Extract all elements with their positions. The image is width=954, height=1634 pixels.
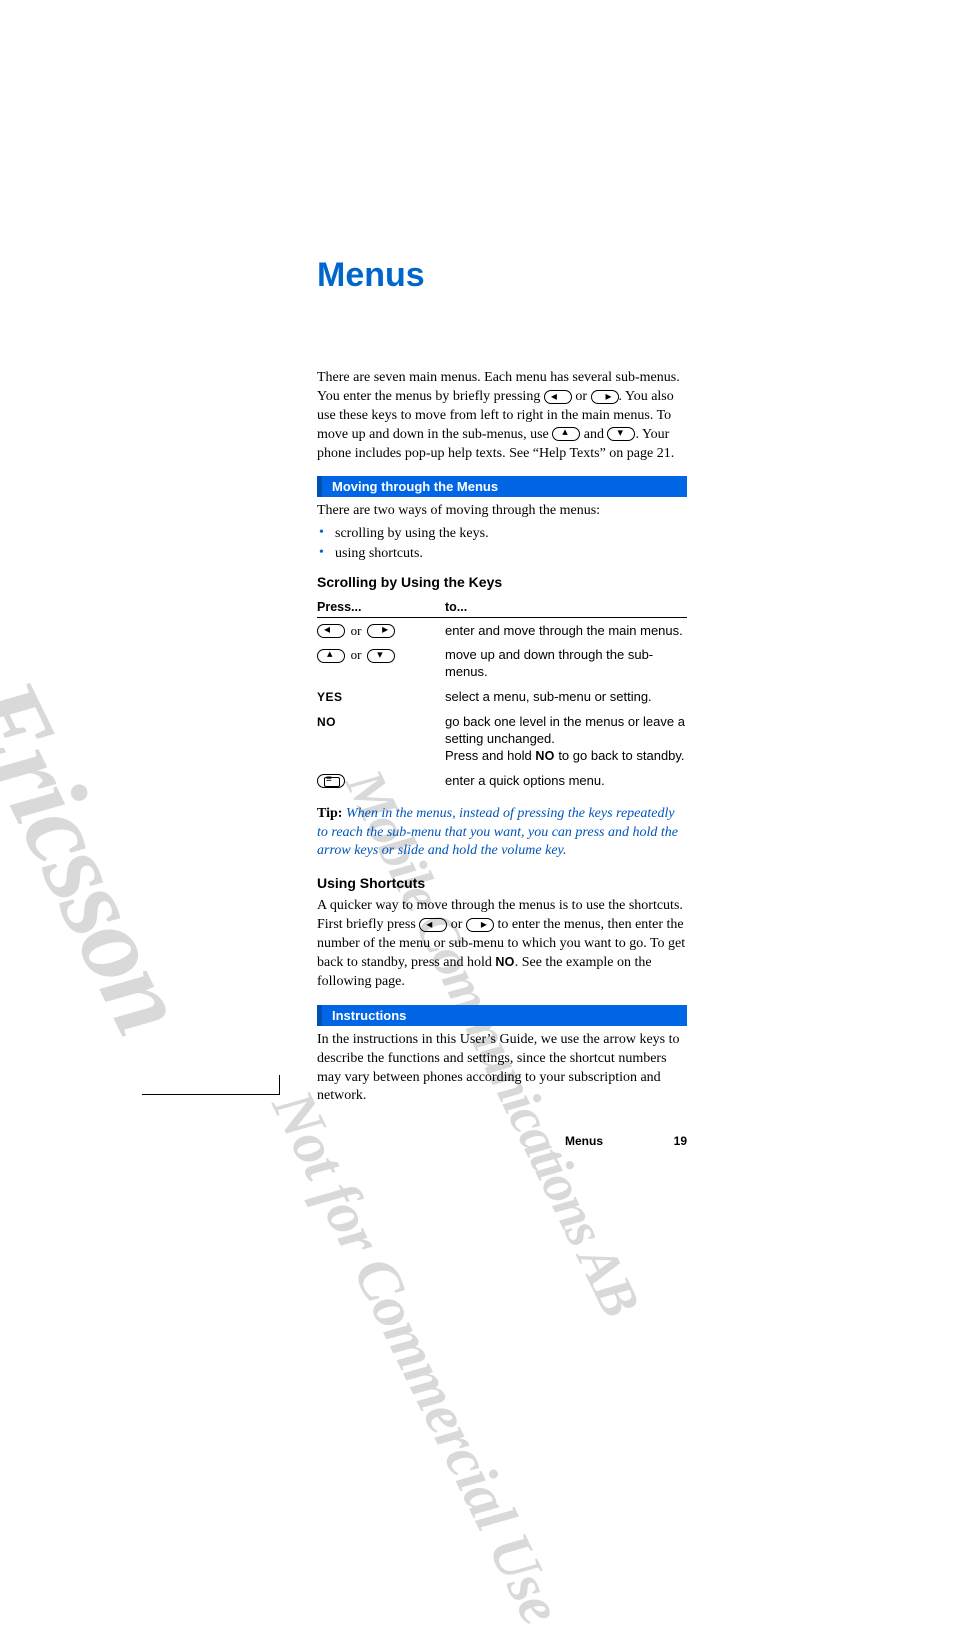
footer-title: Menus	[565, 1134, 603, 1148]
right-arrow-key-icon	[591, 390, 619, 404]
down-arrow-key-icon	[607, 427, 635, 441]
bullet-text-1: scrolling by using the keys.	[335, 526, 489, 541]
cell-ud-desc: move up and down through the sub-menus.	[445, 642, 687, 684]
subhead-shortcuts: Using Shortcuts	[317, 875, 687, 891]
intro-paragraph: There are seven main menus. Each menu ha…	[317, 369, 687, 463]
chapter-title: Menus	[317, 256, 687, 295]
right-arrow-key-icon	[466, 918, 494, 932]
shortcuts-paragraph: A quicker way to move through the menus …	[317, 897, 687, 991]
no-desc-b-a: Press and hold	[445, 748, 535, 763]
bullet-text-2: using shortcuts.	[335, 546, 423, 561]
tip-label: Tip:	[317, 806, 342, 821]
tip-text: When in the menus, instead of pressing t…	[317, 806, 678, 859]
table-row: enter a quick options menu.	[317, 768, 687, 793]
yes-label: YES	[317, 690, 343, 704]
left-arrow-key-icon	[544, 390, 572, 404]
cell-ud-keys: or	[317, 642, 445, 684]
table-header-row: Press... to...	[317, 596, 687, 618]
no-label: NO	[317, 715, 336, 729]
shortcuts-b: or	[447, 917, 466, 932]
down-arrow-key-icon	[367, 649, 395, 663]
bullet-item-1: • scrolling by using the keys.	[317, 524, 687, 544]
cell-lr-desc: enter and move through the main menus.	[445, 617, 687, 642]
table-row: or move up and down through the sub-menu…	[317, 642, 687, 684]
or-text: or	[351, 647, 362, 662]
cell-options-key	[317, 768, 445, 793]
no-bold-inline: NO	[535, 749, 554, 763]
up-arrow-key-icon	[552, 427, 580, 441]
subhead-scrolling: Scrolling by Using the Keys	[317, 574, 687, 590]
tip-paragraph: Tip: When in the menus, instead of press…	[317, 805, 687, 862]
cell-options-desc: enter a quick options menu.	[445, 768, 687, 793]
intro-text-d: and	[580, 427, 607, 442]
table-row: or enter and move through the main menus…	[317, 617, 687, 642]
no-desc-b-b: to go back to standby.	[555, 748, 685, 763]
section-bar-moving: Moving through the Menus	[317, 476, 687, 497]
options-key-icon	[317, 774, 345, 788]
table-row: YES select a menu, sub-menu or setting.	[317, 684, 687, 709]
footer-page-number: 19	[674, 1134, 687, 1148]
crop-stub	[279, 1075, 280, 1094]
bullet-dot-icon: •	[319, 546, 324, 560]
instructions-paragraph: In the instructions in this User’s Guide…	[317, 1031, 687, 1107]
page-content: Menus There are seven main menus. Each m…	[317, 256, 687, 1119]
cell-lr-keys: or	[317, 617, 445, 642]
left-arrow-key-icon	[317, 624, 345, 638]
cell-yes-key: YES	[317, 684, 445, 709]
or-text: or	[351, 623, 362, 638]
bullet-dot-icon: •	[319, 526, 324, 540]
table-row: NO go back one level in the menus or lea…	[317, 709, 687, 768]
th-to: to...	[445, 596, 687, 618]
no-desc-a: go back one level in the menus or leave …	[445, 714, 685, 746]
no-bold-inline: NO	[495, 955, 514, 969]
bullet-list: • scrolling by using the keys. • using sho…	[317, 524, 687, 563]
cell-yes-desc: select a menu, sub-menu or setting.	[445, 684, 687, 709]
section-bar-instructions: Instructions	[317, 1005, 687, 1026]
bullet-item-2: • using shortcuts.	[317, 544, 687, 564]
section1-lead: There are two ways of moving through the…	[317, 502, 687, 521]
right-arrow-key-icon	[367, 624, 395, 638]
th-press: Press...	[317, 596, 445, 618]
intro-text-b: or	[572, 389, 591, 404]
watermark-noncommercial: Not for Commercial Use	[258, 1080, 576, 1634]
crop-mark	[142, 1094, 280, 1095]
cell-no-key: NO	[317, 709, 445, 768]
up-arrow-key-icon	[317, 649, 345, 663]
watermark-ericsson: Ericsson	[0, 660, 214, 1051]
cell-no-desc: go back one level in the menus or leave …	[445, 709, 687, 768]
key-table: Press... to... or enter and move through…	[317, 596, 687, 793]
left-arrow-key-icon	[419, 918, 447, 932]
